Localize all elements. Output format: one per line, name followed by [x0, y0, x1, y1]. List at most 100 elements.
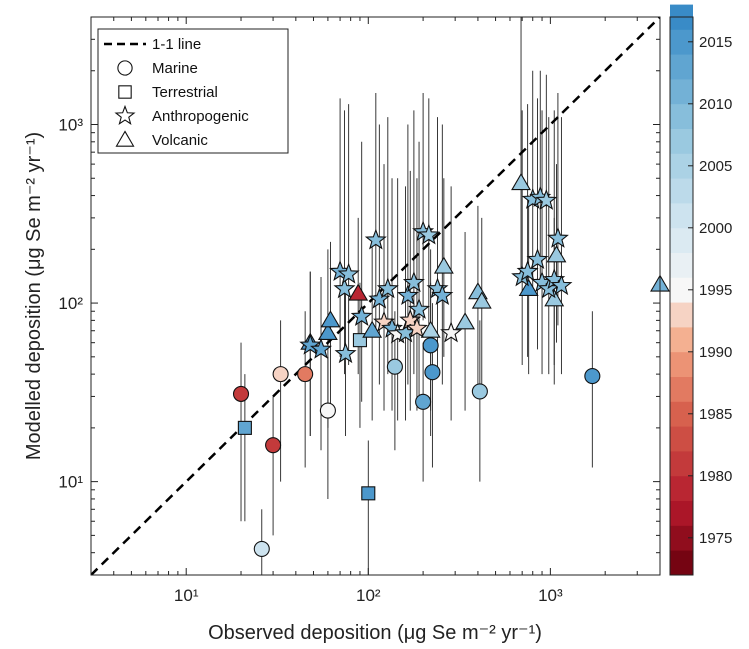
legend-label: Marine: [152, 60, 198, 77]
colorbar-segment: [670, 103, 693, 129]
star-marker-44: [396, 284, 419, 306]
circle-marker-2: [253, 540, 270, 557]
circle-marker-5: [319, 402, 336, 419]
circle-marker-9: [424, 364, 441, 381]
colorbar-tick-label: 1975: [699, 530, 732, 547]
colorbar-segment: [670, 153, 693, 179]
circle-marker-6: [386, 358, 403, 375]
colorbar-tick-label: 1995: [699, 282, 732, 299]
star-marker-31: [310, 337, 333, 359]
triangle-marker-17: [317, 322, 338, 341]
legend-label: 1-1 line: [152, 36, 201, 53]
star-marker-46: [402, 271, 425, 293]
legend-triangle-swatch: [115, 130, 135, 147]
star-marker-57: [526, 248, 549, 270]
star-marker-55: [516, 260, 539, 281]
triangle-marker-20: [420, 320, 441, 338]
star-marker-34: [337, 262, 360, 284]
triangle-marker-22: [455, 312, 476, 330]
legend-label: Terrestrial: [152, 84, 218, 101]
colorbar-segment: [670, 128, 693, 154]
x-axis: 10¹ 10² 10³: [90, 17, 661, 605]
star-marker-37: [364, 228, 387, 250]
colorbar-segment: [670, 54, 693, 80]
colorbar-segment: [670, 252, 693, 278]
colorbar-segment: [670, 227, 693, 253]
star-marker-64: [550, 274, 573, 296]
legend-label: Anthropogenic: [152, 108, 249, 125]
triangle-marker-19: [362, 320, 383, 338]
x-tick-label: 10³: [538, 586, 563, 605]
circle-marker-3: [272, 366, 289, 383]
triangle-marker-28: [546, 245, 567, 263]
legend-box: [97, 28, 289, 154]
circle-marker-8: [422, 337, 439, 354]
colorbar-segment: [670, 29, 693, 55]
colorbar-tick-label: 2015: [699, 34, 732, 51]
legend-item-star: Anthropogenic: [114, 104, 249, 125]
triangle-marker-15: [348, 283, 369, 301]
colorbar-segment: [670, 475, 693, 501]
y-axis-label-text: Modelled deposition (μg Se m⁻² yr⁻¹): [23, 132, 45, 460]
legend-label: Volcanic: [152, 132, 208, 149]
y-tick-label: 10³: [58, 116, 83, 135]
legend-item-dash: 1-1 line: [104, 36, 201, 53]
star-marker-40: [376, 277, 399, 299]
y-tick-label: 10²: [58, 294, 83, 313]
circle-marker-11: [584, 368, 601, 385]
circle-marker-7: [415, 393, 432, 410]
y-tick-label: 10¹: [58, 473, 83, 492]
triangle-marker-25: [511, 172, 531, 191]
colorbar-tick-label: 2005: [699, 158, 732, 175]
star-marker-63: [546, 226, 569, 248]
legend-item-square: Terrestrial: [118, 84, 218, 101]
x-tick-label: 10¹: [174, 586, 199, 605]
circle-marker-0: [232, 385, 250, 402]
star-marker-50: [417, 223, 440, 245]
colorbar-segment: [670, 302, 693, 328]
circle-marker-10: [471, 383, 488, 400]
colorbar-segment: [670, 79, 693, 105]
square-marker-12: [237, 420, 252, 435]
colorbar-tick-label: 1980: [699, 468, 732, 485]
colorbar-segment: [670, 451, 693, 477]
colorbar-tick-label: 2000: [699, 220, 732, 237]
colorbar-tick-label: 1990: [699, 344, 732, 361]
star-marker-52: [431, 284, 454, 306]
circle-marker-1: [265, 437, 282, 454]
y-axis-label: Modelled deposition (μg Se m⁻² yr⁻¹): [23, 132, 45, 460]
error-bars: [240, 17, 660, 575]
triangle-marker-27: [544, 289, 565, 307]
circle-marker-4: [297, 366, 314, 383]
colorbar-segment: [670, 550, 693, 576]
legend-item-triangle: Volcanic: [115, 130, 208, 149]
star-marker-33: [333, 277, 356, 299]
colorbar-segment: [670, 426, 693, 452]
y-axis: 10¹ 10² 10³: [58, 16, 660, 576]
triangle-marker-18: [320, 310, 341, 328]
colorbar-segment: [670, 327, 693, 353]
legend-item-circle: Marine: [117, 60, 198, 77]
plot-frame: [90, 16, 661, 576]
legend-star-swatch: [114, 104, 136, 125]
x-axis-label-text: Observed deposition (μg Se m⁻² yr⁻¹): [208, 622, 542, 644]
x-tick-label: 10²: [356, 586, 381, 605]
colorbar-frame: [669, 16, 694, 576]
star-marker-38: [368, 287, 391, 309]
star-marker-45: [399, 308, 422, 330]
colorbar-segment: [670, 351, 693, 377]
triangle-marker-24: [471, 291, 492, 309]
x-axis-label: Observed deposition (μg Se m⁻² yr⁻¹): [208, 622, 542, 644]
square-marker-13: [361, 486, 376, 501]
colorbar-segment: [670, 401, 693, 427]
colorbar-segment: [670, 178, 693, 204]
colorbar: 1975 1980 1985 1990 1995 2000 2005 2010 2015: [669, 4, 732, 576]
star-marker-60: [535, 189, 558, 210]
star-marker-35: [334, 342, 357, 364]
colorbar-segment: [670, 203, 693, 229]
star-marker-47: [405, 316, 428, 338]
colorbar-segment: [670, 376, 693, 402]
colorbar-segment: [670, 277, 693, 303]
star-marker-53: [440, 321, 463, 343]
